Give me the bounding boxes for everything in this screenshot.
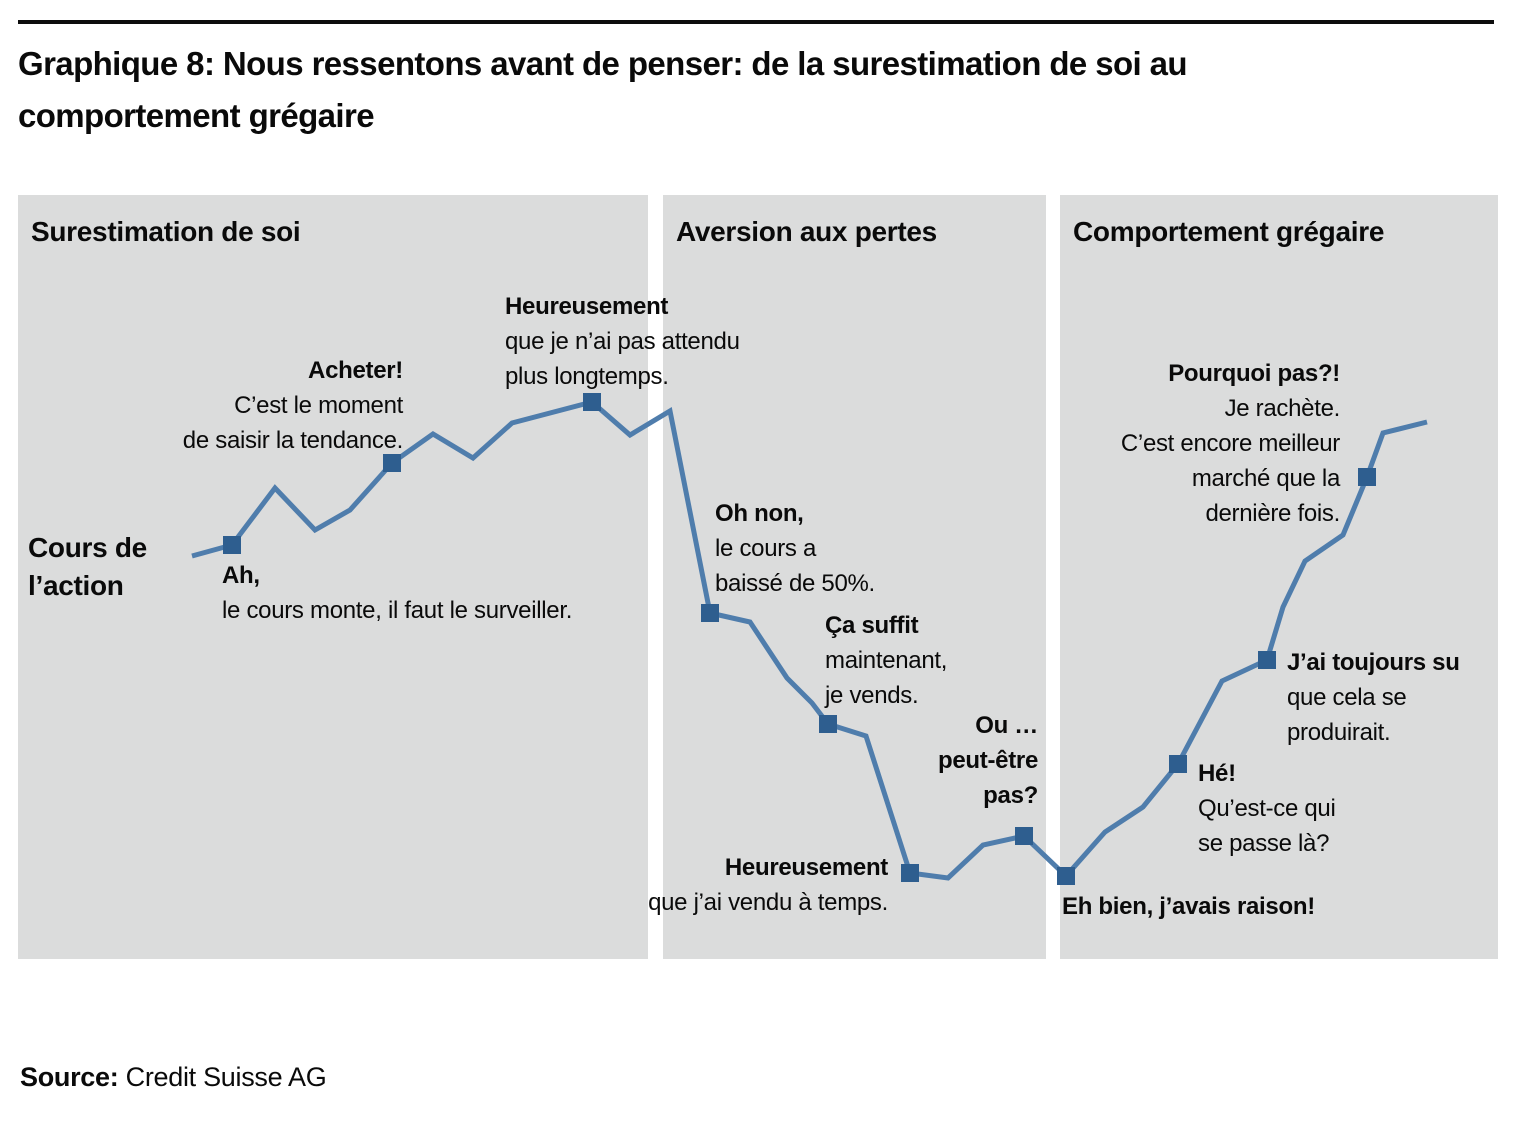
annotation-why-not-headline: Pourquoi pas?!: [1168, 360, 1340, 387]
annotation-glad-did-not-wait-headline: Heureusement: [505, 293, 669, 320]
annotation-i-was-right-headline: Eh bien, j’avais raison!: [1062, 893, 1315, 920]
annotation-oh-no-text1: le cours a: [715, 535, 817, 562]
annotation-ah-headline: Ah,: [222, 562, 260, 589]
annotation-glad-did-not-wait-text2: plus longtemps.: [505, 363, 669, 390]
annotation-enough-headline: Ça suffit: [825, 612, 919, 639]
annotation-glad-sold-in-time: Heureusement que j’ai vendu à temps.: [648, 850, 888, 920]
annotation-glad-did-not-wait: Heureusement que je n’ai pas attendu plu…: [505, 289, 740, 394]
panel-title-herd-behavior: Comportement grégaire: [1073, 216, 1385, 247]
annotation-always-knew-text1: que cela se: [1287, 684, 1407, 711]
annotation-stock-price-line1: Cours de: [28, 532, 147, 563]
annotation-ah-text: le cours monte, il faut le surveiller.: [222, 597, 573, 624]
annotation-why-not-text1: Je rachète.: [1224, 395, 1341, 422]
annotation-always-knew-text2: produirait.: [1287, 719, 1391, 746]
source-label: Source:: [20, 1062, 119, 1092]
annotation-hey-text1: Qu’est-ce qui: [1198, 795, 1336, 822]
annotation-glad-did-not-wait-text1: que je n’ai pas attendu: [505, 328, 740, 355]
annotation-or-maybe-not-line3: pas?: [983, 782, 1038, 809]
annotation-enough-text2: je vends.: [825, 682, 919, 709]
top-rule: [18, 20, 1494, 24]
annotation-hey-text2: se passe là?: [1198, 830, 1330, 857]
annotation-buy-text2: de saisir la tendance.: [182, 427, 404, 454]
annotation-always-knew: J’ai toujours su que cela se produirait.: [1287, 645, 1460, 750]
annotation-glad-sold-in-time-text: que j’ai vendu à temps.: [648, 889, 888, 916]
annotation-ah: Ah, le cours monte, il faut le surveille…: [222, 558, 572, 628]
page-title: Graphique 8: Nous ressentons avant de pe…: [18, 38, 1498, 142]
annotation-i-was-right: Eh bien, j’avais raison!: [1062, 889, 1315, 924]
source-text: Credit Suisse AG: [125, 1062, 327, 1092]
page-title-line2: comportement grégaire: [18, 97, 375, 134]
annotation-or-maybe-not: Ou … peut-être pas?: [938, 708, 1038, 813]
chart-area: Surestimation de soi Aversion aux pertes…: [18, 195, 1498, 959]
annotation-enough-text1: maintenant,: [825, 647, 948, 674]
annotation-buy: Acheter! C’est le moment de saisir la te…: [182, 353, 404, 458]
annotation-why-not-text4: dernière fois.: [1205, 500, 1340, 527]
annotation-oh-no: Oh non, le cours a baissé de 50%.: [715, 496, 875, 601]
panel-title-loss-aversion: Aversion aux pertes: [676, 216, 937, 247]
annotation-oh-no-headline: Oh non,: [715, 500, 804, 527]
annotation-why-not-text3: marché que la: [1191, 465, 1340, 492]
annotation-or-maybe-not-line2: peut-être: [938, 747, 1038, 774]
annotation-oh-no-text2: baissé de 50%.: [715, 570, 875, 597]
annotation-why-not-text2: C’est encore meilleur: [1120, 430, 1340, 457]
annotation-or-maybe-not-line1: Ou …: [975, 712, 1038, 739]
annotation-buy-headline: Acheter!: [308, 357, 403, 384]
annotation-always-knew-headline: J’ai toujours su: [1287, 649, 1460, 676]
annotation-glad-sold-in-time-headline: Heureusement: [724, 854, 888, 881]
page-title-line1: Graphique 8: Nous ressentons avant de pe…: [18, 45, 1188, 82]
annotation-hey: Hé! Qu’est-ce qui se passe là?: [1198, 756, 1336, 861]
annotation-enough: Ça suffit maintenant, je vends.: [825, 608, 947, 713]
annotation-stock-price-label: Cours de l’action: [28, 529, 147, 605]
annotation-hey-headline: Hé!: [1198, 760, 1236, 787]
panel-title-overconfidence: Surestimation de soi: [31, 216, 301, 247]
source-line: Source: Credit Suisse AG: [20, 1062, 327, 1093]
annotation-stock-price-line2: l’action: [28, 570, 124, 601]
annotation-why-not: Pourquoi pas?! Je rachète. C’est encore …: [1121, 356, 1340, 531]
annotation-buy-text1: C’est le moment: [234, 392, 403, 419]
